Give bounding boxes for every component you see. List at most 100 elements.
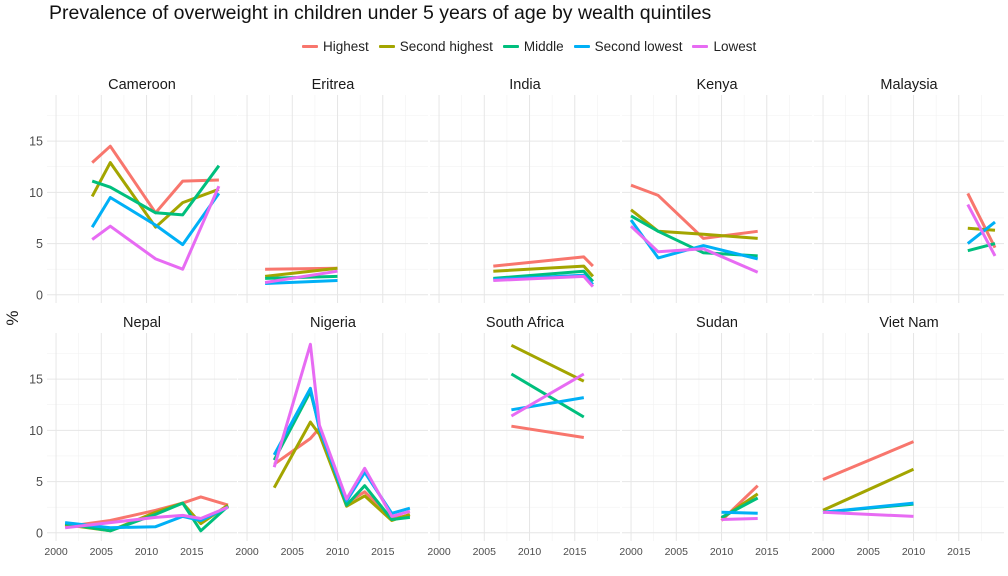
y-tick-label: 10: [29, 186, 43, 200]
y-tick-label: 5: [36, 475, 43, 489]
facet-panel: Sudan 2000 2005 2010 2015: [619, 315, 812, 558]
series-line-middle: [91, 164, 221, 217]
x-tick-label: 2000: [427, 546, 451, 558]
legend: Highest Second highest Middle Second lowest…: [302, 36, 766, 56]
x-tick-label: 2005: [281, 546, 305, 558]
facet-panel: Malaysia: [814, 77, 1004, 303]
legend-key: [502, 44, 519, 48]
x-tick-label: 2005: [90, 546, 114, 558]
legend-label: Highest: [323, 38, 369, 54]
legend-item: Highest: [302, 39, 369, 54]
y-tick-label: 15: [29, 135, 43, 149]
series-line-lowest: [629, 225, 759, 274]
legend-label: Second lowest: [594, 38, 683, 54]
facet-panel: South Africa 2000 2005 2010 2015: [427, 315, 620, 558]
legend-key: [692, 44, 709, 48]
y-tick-label: 10: [29, 424, 43, 438]
facet-panel: Cameroon 0 5 10 15: [29, 77, 237, 303]
facet-title: Nepal: [123, 315, 161, 331]
x-tick-label: 2000: [235, 546, 259, 558]
series-line-second-lowest: [822, 501, 914, 514]
series-line-second-lowest: [721, 510, 758, 515]
x-tick-label: 2015: [755, 546, 779, 558]
facet-panel: Eritrea: [238, 77, 428, 303]
facet-panel: Nigeria 2000 2005 2010 2015: [235, 315, 428, 558]
series-line-lowest: [510, 372, 585, 418]
x-tick-label: 2010: [902, 546, 926, 558]
legend-label: Middle: [523, 38, 564, 54]
series-line-lowest: [91, 185, 221, 271]
x-tick-label: 2000: [811, 546, 835, 558]
facet-panel: Kenya: [622, 77, 812, 303]
series-line-second-lowest: [272, 386, 411, 515]
series-line-second-lowest: [90, 192, 221, 247]
legend-label: Lowest: [713, 38, 757, 54]
x-tick-label: 2010: [326, 546, 350, 558]
y-tick-label: 15: [29, 373, 43, 387]
x-tick-label: 2010: [710, 546, 734, 558]
facet-title: Kenya: [696, 77, 738, 93]
series-line-middle: [64, 501, 230, 533]
facet-title: Cameroon: [108, 77, 176, 93]
x-tick-label: 2000: [44, 546, 68, 558]
series-line-lowest: [721, 517, 758, 521]
legend-item: Second highest: [378, 38, 493, 54]
series-line-highest: [822, 440, 915, 481]
y-tick-label: 5: [36, 237, 43, 251]
x-tick-label: 2015: [180, 546, 204, 558]
series-line-second-lowest: [265, 279, 338, 285]
legend-item: Lowest: [692, 39, 756, 54]
chart-title: Prevalence of overweight in children und…: [49, 2, 712, 24]
series-line-middle: [272, 389, 411, 521]
facet-title: Nigeria: [310, 315, 357, 331]
x-tick-label: 2000: [619, 546, 643, 558]
series-line-middle: [720, 496, 759, 519]
legend-item: Second lowest: [573, 38, 683, 54]
series-line-highest: [966, 192, 997, 249]
series-line-lowest: [272, 342, 411, 518]
series-line-second-highest: [493, 264, 595, 278]
x-tick-label: 2005: [857, 546, 881, 558]
facet-title: South Africa: [486, 315, 565, 331]
series-line-highest: [630, 183, 758, 240]
legend-item: Middle: [502, 38, 564, 54]
facet-panel: Nepal 0 5 10 15 2000 2005 2010 2015: [29, 315, 237, 558]
x-tick-label: 2010: [518, 546, 542, 558]
x-tick-label: 2015: [371, 546, 395, 558]
series-line-highest: [493, 255, 594, 268]
series-line-lowest: [493, 274, 595, 288]
series-line-second-highest: [272, 420, 411, 522]
series-line-second-highest: [630, 208, 758, 240]
facet-title: Eritrea: [312, 77, 356, 93]
series-line-lowest: [966, 203, 997, 257]
series-line-second-highest: [510, 343, 585, 383]
legend-key: [573, 44, 590, 48]
x-tick-label: 2015: [563, 546, 587, 558]
y-tick-label: 0: [36, 526, 43, 540]
legend-key: [378, 44, 395, 48]
legend-key: [302, 44, 318, 48]
series-line-highest: [91, 144, 219, 215]
series-line-second-lowest: [64, 505, 229, 530]
x-tick-label: 2010: [135, 546, 159, 558]
series-line-second-highest: [264, 266, 338, 278]
facet-title: Malaysia: [880, 77, 938, 93]
series-line-highest: [273, 426, 411, 520]
series-line-second-highest: [822, 467, 915, 512]
y-tick-label: 0: [36, 288, 43, 302]
facet-title: India: [509, 77, 541, 93]
series-line-highest: [511, 424, 585, 439]
series-line-lowest: [64, 505, 229, 530]
legend-label: Second highest: [399, 38, 493, 54]
facet-title: Viet Nam: [879, 315, 938, 331]
facet-panel: Viet Nam 2000 2005 2010 2015: [811, 315, 1004, 558]
series-line-middle: [493, 269, 595, 283]
series-line-second-highest: [90, 161, 220, 229]
facet-title: Sudan: [696, 315, 738, 331]
series-line-middle: [630, 214, 758, 258]
series-line-lowest: [264, 269, 338, 284]
facet-panel: India: [430, 77, 620, 303]
series-line-lowest: [822, 510, 914, 518]
x-tick-label: 2015: [947, 546, 971, 558]
